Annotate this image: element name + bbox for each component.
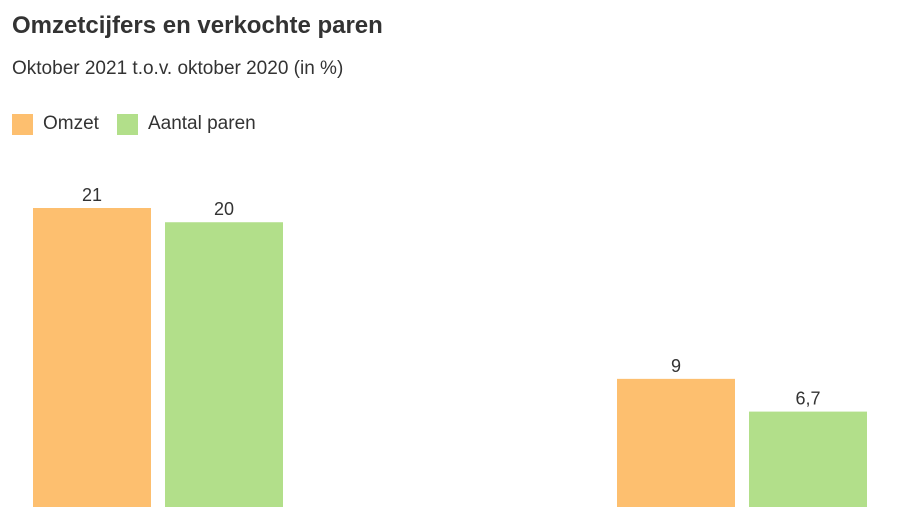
bar-aantal-paren-1 — [165, 222, 283, 507]
data-label-omzet-2: 9 — [671, 356, 681, 376]
legend-swatch-omzet — [12, 113, 33, 135]
legend: Omzet Aantal paren — [12, 113, 256, 135]
data-label-aantal-paren-1: 20 — [214, 199, 234, 219]
bar-omzet-2 — [617, 378, 735, 507]
data-label-aantal-paren-2: 6,7 — [795, 389, 820, 409]
legend-item-aantal-paren: Aantal paren — [116, 113, 256, 135]
chart-subtitle: Oktober 2021 t.o.v. oktober 2020 (in %) — [12, 58, 344, 79]
legend-label-aantal-paren: Aantal paren — [147, 113, 256, 134]
bar-omzet-1 — [33, 208, 151, 507]
bar-aantal-paren-2 — [749, 411, 867, 507]
legend-item-omzet: Omzet — [12, 113, 99, 135]
legend-label-omzet: Omzet — [43, 113, 99, 134]
chart-title: Omzetcijfers en verkochte paren — [12, 12, 383, 39]
legend-swatch-aantal-paren — [116, 113, 138, 135]
data-label-omzet-1: 21 — [82, 185, 102, 205]
